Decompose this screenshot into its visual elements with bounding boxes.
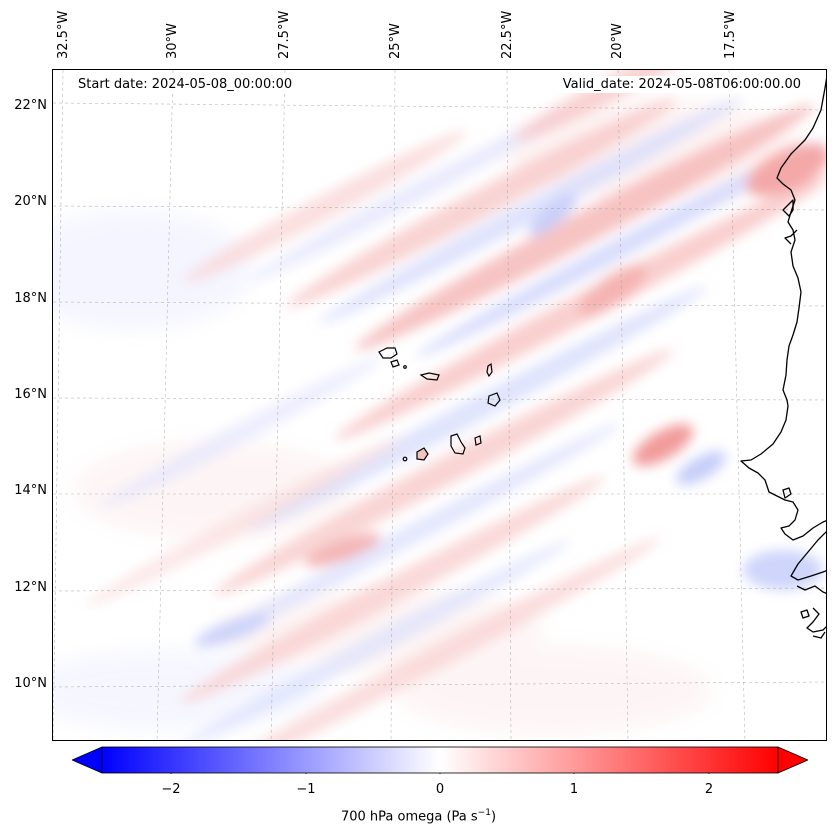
coastline — [740, 78, 826, 639]
island-santa-luzia — [403, 365, 407, 369]
island-santiago — [450, 433, 466, 455]
lon-label-30w: 30°W — [165, 23, 180, 59]
island-santo-antao — [378, 347, 398, 359]
lat-label-10n: 10°N — [14, 676, 47, 691]
lat-label-20n: 20°N — [14, 194, 47, 209]
lat-label-14n: 14°N — [14, 483, 47, 498]
colorbar-label: 700 hPa omega (Pa s−1) — [340, 808, 497, 825]
island-boa-vista — [487, 392, 501, 407]
island-sao-vicente — [390, 359, 400, 368]
omega-bands — [84, 70, 826, 740]
start-date-label: Start date: 2024-05-08_00:00:00 — [72, 76, 299, 93]
map-panel[interactable] — [52, 69, 827, 741]
colorbar-tick-marks — [170, 773, 710, 774]
lon-label-20w: 20°W — [610, 23, 625, 59]
island-brava — [402, 456, 408, 462]
omega-field-map — [53, 70, 826, 740]
lon-label-22-5w: 22.5°W — [500, 10, 515, 59]
colorbar-tick-2: 2 — [704, 782, 714, 797]
colorbar-body — [101, 746, 779, 774]
lon-label-25w: 25°W — [388, 23, 403, 59]
lon-label-27-5w: 27.5°W — [277, 10, 292, 59]
island-sao-nicolau — [419, 372, 440, 381]
colorbar-extend-min — [72, 746, 103, 774]
graticule — [53, 70, 826, 740]
lon-label-17-5w: 17.5°W — [723, 10, 738, 59]
lon-label-32-5w: 32.5°W — [56, 10, 71, 59]
island-maio — [474, 435, 482, 446]
lat-label-16n: 16°N — [14, 387, 47, 402]
colorbar-tick-0: 0 — [435, 782, 445, 797]
colorbar-tick-1: 1 — [569, 782, 579, 797]
island-fogo — [416, 447, 429, 461]
colorbar-tick-minus2: −2 — [161, 782, 181, 797]
island-sal — [486, 362, 493, 378]
colorbar-extend-max — [777, 746, 808, 774]
valid-date-label: Valid_date: 2024-05-08T06:00:00.00 — [556, 76, 807, 93]
lat-label-22n: 22°N — [14, 98, 47, 113]
lat-label-18n: 18°N — [14, 291, 47, 306]
colorbar-tick-minus1: −1 — [296, 782, 316, 797]
lat-label-12n: 12°N — [14, 580, 47, 595]
africa-coastline — [740, 78, 826, 541]
colorbar — [72, 746, 808, 774]
cape-verde-islands — [378, 347, 501, 462]
